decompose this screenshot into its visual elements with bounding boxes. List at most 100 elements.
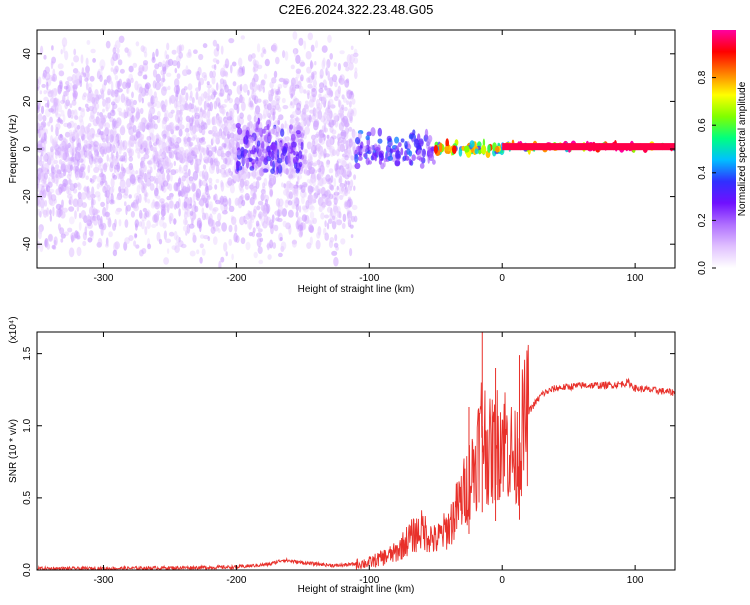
heatmap-cell <box>365 135 370 141</box>
heatmap-cell <box>347 213 352 224</box>
heatmap-cell <box>108 129 111 138</box>
heatmap-cell <box>178 208 181 217</box>
heatmap-cell <box>51 175 56 183</box>
heatmap-cell <box>40 138 45 143</box>
heatmap-cell <box>130 142 135 148</box>
heatmap-region <box>235 117 305 177</box>
heatmap-cell <box>58 159 63 165</box>
heatmap-cell <box>73 160 77 167</box>
x-tick-label: 100 <box>627 273 644 284</box>
heatmap-cell <box>314 109 317 118</box>
heatmap-cell <box>76 246 82 257</box>
heatmap-cell <box>444 145 450 152</box>
heatmap-cell <box>170 169 177 176</box>
heatmap-cell <box>304 167 308 177</box>
heatmap-cell <box>80 166 85 171</box>
heatmap-cell <box>185 132 190 137</box>
heatmap-cell <box>326 144 332 150</box>
heatmap-cell <box>254 127 261 133</box>
heatmap-cell <box>318 93 322 99</box>
heatmap-cell <box>91 96 96 105</box>
heatmap-cell <box>198 178 202 189</box>
heatmap-cell <box>143 211 147 220</box>
heatmap-cell <box>331 220 337 230</box>
heatmap-cell <box>231 216 237 225</box>
heatmap-cell <box>52 206 55 217</box>
heatmap-cell <box>256 176 262 181</box>
heatmap-cell <box>243 179 250 187</box>
colorbar-ticks: 0.0 0.2 0.4 0.6 0.8 <box>697 70 716 275</box>
heatmap-cell <box>228 142 232 150</box>
heatmap-cell <box>304 126 310 135</box>
heatmap-cell <box>312 180 316 187</box>
heatmap-cell <box>285 168 289 176</box>
heatmap-cell <box>60 238 64 243</box>
heatmap-cell <box>288 209 294 218</box>
heatmap-cell <box>103 162 108 173</box>
heatmap-cell <box>303 40 307 50</box>
heatmap-cell <box>264 212 267 221</box>
heatmap-cell <box>319 146 324 156</box>
heatmap-cell <box>91 133 95 139</box>
heatmap-cell <box>192 170 199 181</box>
heatmap-cell <box>107 91 111 96</box>
heatmap-cell <box>287 200 293 206</box>
heatmap-cell <box>395 150 401 159</box>
heatmap-cell <box>88 105 94 112</box>
heatmap-cell <box>87 83 93 89</box>
heatmap-cell <box>162 73 165 83</box>
heatmap-cell <box>55 113 62 118</box>
heatmap-cell <box>256 144 259 154</box>
heatmap-cell <box>281 208 287 217</box>
heatmap-cell <box>140 161 143 169</box>
heatmap-cell <box>222 110 225 116</box>
heatmap-cell <box>104 243 110 248</box>
heatmap-cell <box>154 187 159 197</box>
heatmap-cell <box>236 68 242 78</box>
heatmap-cell <box>400 147 404 156</box>
heatmap-cell <box>262 204 268 214</box>
heatmap-cell <box>246 172 250 180</box>
heatmap-cell <box>337 85 341 95</box>
heatmap-cell <box>64 90 70 97</box>
heatmap-cell <box>203 168 208 176</box>
heatmap-cell <box>44 102 50 108</box>
heatmap-cell <box>320 212 325 220</box>
heatmap-cell <box>53 140 58 147</box>
heatmap-cell <box>294 84 300 89</box>
heatmap-cell <box>228 108 235 116</box>
heatmap-cell <box>183 211 188 220</box>
x-tick-label: 100 <box>627 575 644 586</box>
heatmap-cell <box>141 97 144 104</box>
heatmap-cell <box>73 109 78 118</box>
heatmap-cell <box>295 54 301 64</box>
heatmap-cell <box>117 154 122 161</box>
heatmap-cell <box>152 115 159 121</box>
heatmap-cell <box>269 144 276 150</box>
heatmap-cell <box>155 48 159 57</box>
heatmap-cell <box>286 155 291 164</box>
heatmap-cell <box>387 141 393 147</box>
heatmap-cell <box>111 101 116 106</box>
heatmap-cell <box>217 228 221 233</box>
heatmap-cell <box>132 62 138 68</box>
heatmap-cell <box>86 98 92 103</box>
heatmap-cell <box>212 125 218 133</box>
heatmap-cell <box>167 58 174 66</box>
heatmap-cell <box>74 94 78 100</box>
heatmap-cell <box>44 200 48 207</box>
heatmap-cell <box>43 209 48 218</box>
heatmap-cell <box>195 115 199 125</box>
heatmap-cell <box>184 127 190 133</box>
heatmap-cell <box>152 214 158 223</box>
heatmap-cell <box>319 68 324 79</box>
heatmap-cell <box>239 83 243 92</box>
heatmap-cell <box>220 45 224 55</box>
heatmap-cell <box>213 100 218 110</box>
heatmap-cell <box>220 181 225 192</box>
colorbar-label: Normalized spectral amplitude <box>737 81 748 216</box>
heatmap-cell <box>277 119 281 126</box>
heatmap-cell <box>69 103 73 108</box>
heatmap-cell <box>52 245 57 250</box>
heatmap-cell <box>247 219 253 230</box>
